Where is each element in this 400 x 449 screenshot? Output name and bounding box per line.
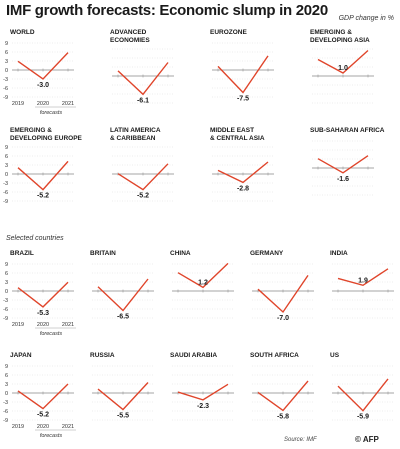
panel-title: INDIA [330,250,348,257]
afp-logo: © AFP [355,435,379,444]
data-label: -5.8 [277,413,289,420]
data-label: -5.2 [37,193,49,200]
data-label: -5.2 [137,193,149,200]
panel-title: ECONOMIES [110,37,150,44]
y-tick-label: 6 [5,373,8,379]
series-line [337,378,389,412]
x-tick-label: 2019 [12,322,24,328]
series-line [257,380,309,412]
data-label: -2.3 [197,403,209,410]
panel-title: SUB-SAHARAN AFRICA [310,127,385,134]
y-tick-label: 3 [5,163,8,169]
y-tick-label: 0 [5,289,8,295]
series-line [117,62,169,96]
panel-title: BRITAIN [90,250,116,257]
series-line [97,278,149,312]
data-label: -5.2 [37,412,49,419]
y-tick-label: 0 [5,391,8,397]
panel-title: SOUTH AFRICA [250,352,299,359]
data-label: -5.5 [117,413,129,420]
y-tick-label: 3 [5,382,8,388]
y-tick-label: -6 [3,190,8,196]
panel-title: EUROZONE [210,29,248,36]
x-tick-label: 2019 [12,424,24,430]
y-tick-label: 0 [5,172,8,178]
series-line [17,383,69,410]
data-label: -7.5 [237,96,249,103]
y-tick-label: -6 [3,86,8,92]
panel-title: BRAZIL [10,250,34,257]
y-tick-label: 0 [5,68,8,74]
panel-title: EMERGING & [10,127,52,134]
panel-title: JAPAN [10,352,32,359]
x-tick-label: 2021 [62,322,74,328]
y-tick-label: 9 [5,41,8,47]
y-tick-label: -9 [3,418,8,424]
panel-title: DEVELOPING EUROPE [10,135,83,142]
x-tick-label: 2019 [12,101,24,107]
y-tick-label: 3 [5,59,8,65]
x-tick-label: 2021 [62,424,74,430]
series-line [317,155,369,174]
y-tick-label: -3 [3,181,8,187]
data-label: -5.9 [357,414,369,421]
x-note: forecasts [40,331,63,337]
series-line [97,382,149,411]
panel-title: CHINA [170,250,191,257]
panel-title: SAUDI ARABIA [170,352,217,359]
panel-title: GERMANY [250,250,284,257]
data-label: -6.1 [137,97,149,104]
panel-title: & CARIBBEAN [110,135,156,142]
panel-title: US [330,352,340,359]
source-note: Source: IMF [284,437,317,443]
data-label: -7.0 [277,315,289,322]
y-tick-label: 6 [5,50,8,56]
panel-title: RUSSIA [90,352,115,359]
panel-title: ADVANCED [110,29,147,36]
y-tick-label: 9 [5,364,8,370]
series-line [17,52,69,80]
series-line [217,55,269,94]
series-line [257,275,309,314]
data-label: 1.2 [198,279,208,286]
y-tick-label: -3 [3,77,8,83]
page-title: IMF growth forecasts: Economic slump in … [6,2,328,19]
data-label: -5.3 [37,310,49,317]
y-tick-label: -3 [3,400,8,406]
x-tick-label: 2020 [37,322,49,328]
data-label: 1.9 [358,277,368,284]
x-tick-label: 2020 [37,101,49,107]
data-label: -3.0 [37,82,49,89]
panel-title: MIDDLE EAST [210,127,254,134]
y-tick-label: 3 [5,280,8,286]
x-tick-label: 2021 [62,101,74,107]
y-tick-label: -3 [3,298,8,304]
data-label: -2.8 [237,185,249,192]
y-tick-label: -9 [3,316,8,322]
y-tick-label: 6 [5,154,8,160]
panel-title: & CENTRAL ASIA [210,135,265,142]
panel-title: DEVELOPING ASIA [310,37,370,44]
data-label: -1.6 [337,176,349,183]
section-label: Selected countries [6,235,64,242]
y-tick-label: -6 [3,409,8,415]
series-line [117,163,169,191]
y-tick-label: -6 [3,307,8,313]
x-note: forecasts [40,110,63,116]
x-tick-label: 2020 [37,424,49,430]
series-line [17,281,69,308]
y-tick-label: -9 [3,199,8,205]
x-note: forecasts [40,433,63,439]
y-tick-label: 9 [5,145,8,151]
panel-title: WORLD [10,29,35,36]
y-tick-label: 6 [5,271,8,277]
y-tick-label: -9 [3,95,8,101]
panel-title: LATIN AMERICA [110,127,161,134]
data-label: 1.0 [338,65,348,72]
data-label: -6.5 [117,314,129,321]
y-tick-label: 9 [5,262,8,268]
panel-title: EMERGING & [310,29,352,36]
chart-subtitle: GDP change in % [338,15,394,22]
